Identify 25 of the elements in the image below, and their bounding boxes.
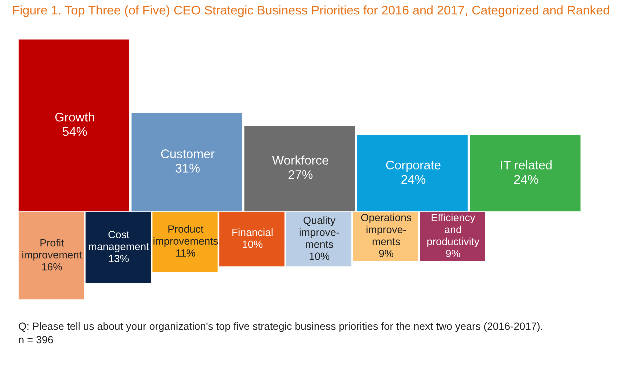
category-label: Cost management [89,231,150,253]
category-label: Efficiency and productivity [428,214,480,248]
data-label: 9% [379,250,394,258]
category-label: Financial [232,228,273,236]
data-label: 10% [310,252,330,260]
data-label: 31% [176,164,200,173]
data-label: 27% [288,170,313,180]
data-label: 13% [109,255,129,262]
text: Q: Please tell us about your organization's top five strategic business priorities for the next two years (2016-2017). n = 396 [19,322,542,344]
category-label: Corporate [386,160,441,172]
data-label: 10% [243,240,263,248]
data-label: 16% [42,263,62,271]
category-label: Quality improve- ments [300,216,340,248]
category-label: Customer [161,150,215,159]
data-label: 24% [514,175,538,184]
category-label: IT related [501,160,552,170]
data-label: 24% [402,175,426,184]
data-label: 54% [63,127,88,136]
category-label: Profit improvement [22,239,82,261]
category-label: Growth [56,112,94,122]
text: Figure 1. Top Three (of Five) CEO Strategic Business Priorities for 2016 and 2017, Categorized and Ranked [13,6,610,18]
data-label: 11% [176,250,196,257]
category-label: Operations improve- ments [361,214,412,246]
category-label: Workforce [272,156,329,165]
data-label: 9% [446,250,460,258]
